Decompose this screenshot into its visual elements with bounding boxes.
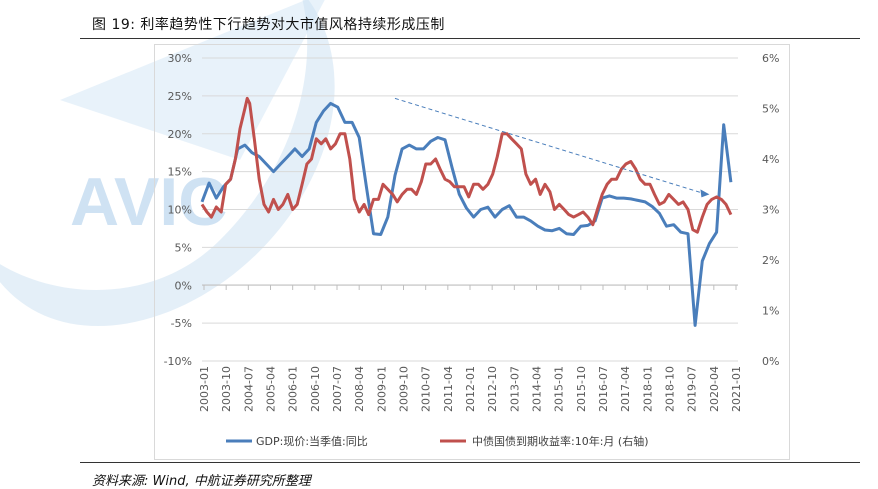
top-rule: [80, 38, 860, 39]
x-tick-label: 2013-07: [508, 366, 521, 412]
y-left-tick-label: -10%: [164, 355, 192, 368]
x-tick-label: 2018-10: [664, 366, 677, 412]
x-tick-label: 2009-01: [375, 366, 388, 412]
x-tick-label: 2011-04: [442, 366, 455, 412]
x-tick-label: 2015-01: [553, 366, 566, 412]
y-right-tick-label: 3%: [762, 204, 779, 217]
chart-frame: [154, 44, 790, 460]
x-tick-label: 2010-07: [420, 366, 433, 412]
x-tick-label: 2012-01: [464, 366, 477, 412]
y-right-tick-label: 0%: [762, 355, 779, 368]
y-left-tick-label: 25%: [168, 90, 192, 103]
series-lines: [200, 96, 733, 327]
y-left-tick-label: 5%: [175, 241, 192, 254]
y-left-tick-label: 15%: [168, 166, 192, 179]
y-left-tick-label: -5%: [171, 317, 192, 330]
bond-yield-series-line: [200, 96, 733, 234]
y-right-tick-label: 2%: [762, 254, 779, 267]
x-tick-label: 2021-01: [730, 366, 743, 412]
x-tick-label: 2018-01: [641, 366, 654, 412]
source-note: 资料来源: Wind, 中航证券研究所整理: [92, 474, 311, 489]
x-tick-label: 2007-07: [331, 366, 344, 412]
trend-arrow-head: [700, 189, 710, 198]
y-right-axis: 6% 5% 4% 3% 2% 1% 0%: [762, 52, 779, 368]
x-tick-label: 2015-10: [575, 366, 588, 412]
y-left-tick-label: 20%: [168, 128, 192, 141]
x-tick-label: 2020-04: [708, 366, 721, 412]
x-tick-label: 2009-10: [398, 366, 411, 412]
x-tick-label: 2006-01: [287, 366, 300, 412]
legend: GDP:现价:当季值:同比 中债国债到期收益率:10年:月 (右轴): [226, 434, 649, 448]
grid-lines: [202, 57, 738, 362]
legend-bond-label: 中债国债到期收益率:10年:月 (右轴): [472, 434, 649, 448]
x-axis: 2003-01 2003-10 2004-07 2005-04 2006-01 2006-…: [198, 285, 743, 412]
y-left-axis: 30% 25% 20% 15% 10% 5% 0% -5% -10%: [164, 52, 192, 368]
x-tick-label: 2019-07: [686, 366, 699, 412]
x-tick-label: 2008-04: [353, 366, 366, 412]
x-tick-label: 2003-01: [198, 366, 211, 412]
y-left-tick-label: 0%: [175, 279, 192, 292]
x-tick-label: 2003-10: [220, 366, 233, 412]
figure-caption: 图 19: 利率趋势性下行趋势对大市值风格持续形成压制: [92, 17, 445, 33]
trend-arrow-line: [394, 97, 704, 194]
x-tick-label: 2017-04: [619, 366, 632, 412]
y-right-tick-label: 1%: [762, 305, 779, 318]
x-tick-label: 2012-10: [486, 366, 499, 412]
legend-gdp-label: GDP:现价:当季值:同比: [256, 434, 368, 448]
y-left-tick-label: 30%: [168, 52, 192, 65]
y-right-tick-label: 4%: [762, 153, 779, 166]
x-tick-label: 2004-07: [242, 366, 255, 412]
y-right-tick-label: 6%: [762, 52, 779, 65]
y-left-tick-label: 10%: [168, 204, 192, 217]
gdp-series-line: [200, 101, 733, 327]
bottom-rule: [80, 462, 860, 463]
x-tick-label: 2006-10: [309, 366, 322, 412]
y-right-tick-label: 5%: [762, 103, 779, 116]
x-tick-label: 2014-04: [531, 366, 544, 412]
x-tick-label: 2016-07: [597, 366, 610, 412]
x-tick-label: 2005-04: [265, 366, 278, 412]
